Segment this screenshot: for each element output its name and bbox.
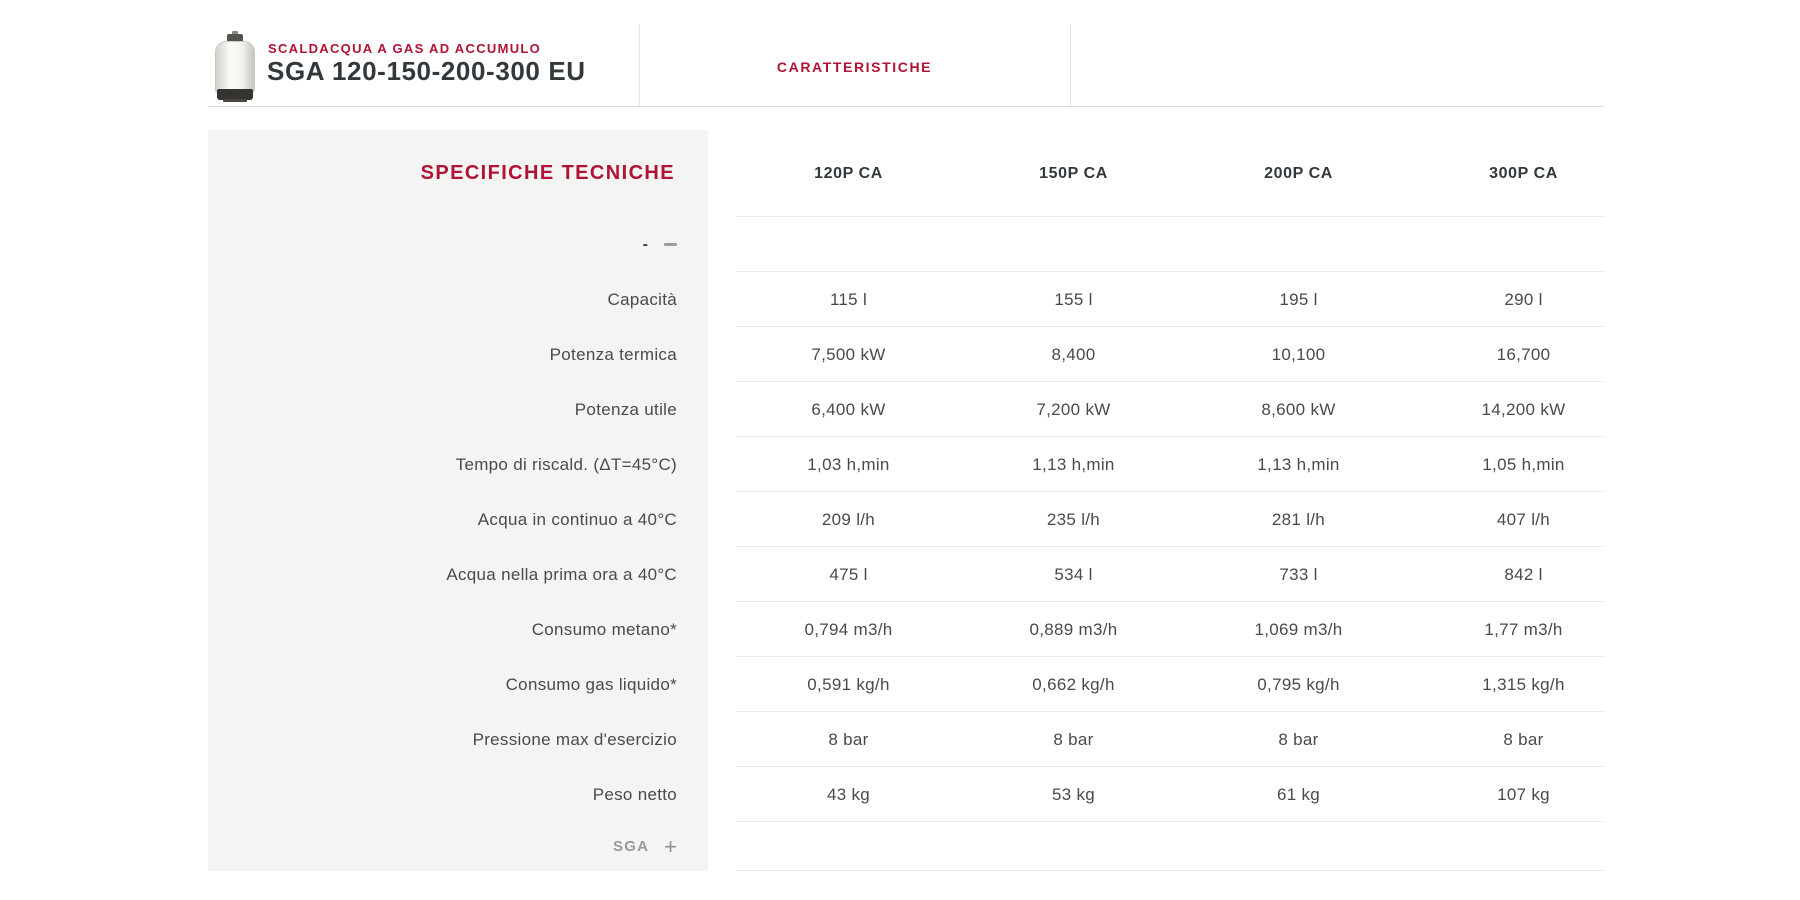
page-header: SCALDACQUA A GAS AD ACCUMULO SGA 120-150… (0, 0, 1800, 130)
table-row: Acqua nella prima ora a 40°C 475 l 534 l… (208, 547, 1604, 602)
hyphen-mark: - (642, 235, 648, 253)
table-header-row: SPECIFICHE TECNICHE 120P CA 150P CA 200P… (208, 130, 1604, 217)
cell-value: 733 l (1279, 564, 1318, 584)
cell-value: 407 l/h (1496, 509, 1551, 529)
product-thumbnail-image (215, 31, 255, 102)
heater-cap-icon (227, 34, 243, 43)
cell-value: 7,500 kW (811, 344, 886, 364)
table-row: Capacità 115 l 155 l 195 l 290 l (208, 272, 1604, 327)
column-header-300p: 300P CA (1489, 164, 1558, 182)
cell-value: 155 l (1054, 289, 1093, 309)
collapse-toggle-row: - (208, 217, 1604, 272)
column-header-150p: 150P CA (1039, 164, 1108, 182)
plus-icon: + (664, 833, 677, 859)
row-label: Consumo gas liquido* (505, 674, 677, 694)
cell-value: 195 l (1279, 289, 1318, 309)
cell-value: 107 kg (1497, 784, 1550, 804)
header-bottom-border (208, 106, 1604, 107)
cell-value: 0,795 kg/h (1257, 674, 1340, 694)
cell-value: 281 l/h (1271, 509, 1326, 529)
table-row: Consumo gas liquido* 0,591 kg/h 0,662 kg… (208, 657, 1604, 712)
row-label: Consumo metano* (531, 619, 677, 639)
flue-knob-icon (232, 31, 238, 35)
cell-value: 235 l/h (1046, 509, 1101, 529)
heater-base-icon (217, 89, 253, 100)
row-label: Potenza termica (549, 344, 677, 364)
header-divider-left (639, 24, 640, 107)
cell-value: 43 kg (826, 784, 871, 804)
cell-value: 1,05 h,min (1482, 454, 1565, 474)
cell-value: 209 l/h (821, 509, 876, 529)
table-row: Tempo di riscald. (ΔT=45°C) 1,03 h,min 1… (208, 437, 1604, 492)
row-label: Potenza utile (574, 399, 677, 419)
sga-section-expand[interactable]: SGA + (208, 822, 708, 871)
tab-caratteristiche[interactable]: CARATTERISTICHE (776, 59, 933, 75)
cell-value: 1,315 kg/h (1482, 674, 1565, 694)
cell-value: 8 bar (1278, 729, 1319, 749)
cell-value: 842 l (1504, 564, 1543, 584)
cell-value: 16,700 (1496, 344, 1551, 364)
cell-value: 1,13 h,min (1032, 454, 1115, 474)
heater-feet-icon (223, 99, 247, 102)
row-label: Peso netto (592, 784, 677, 804)
column-header-120p: 120P CA (814, 164, 883, 182)
header-divider-right (1070, 24, 1071, 107)
product-category-label: SCALDACQUA A GAS AD ACCUMULO (268, 41, 542, 56)
cell-value: 8,600 kW (1261, 399, 1336, 419)
cell-value: 534 l (1054, 564, 1093, 584)
table-row: Acqua in continuo a 40°C 209 l/h 235 l/h… (208, 492, 1604, 547)
cell-value: 1,77 m3/h (1484, 619, 1563, 639)
table-row: Pressione max d'esercizio 8 bar 8 bar 8 … (208, 712, 1604, 767)
specs-section-title: SPECIFICHE TECNICHE (420, 162, 675, 184)
cell-value: 290 l (1504, 289, 1543, 309)
row-label: Capacità (607, 289, 677, 309)
cell-value: 8 bar (828, 729, 869, 749)
cell-value: 61 kg (1276, 784, 1321, 804)
cell-value: 0,662 kg/h (1032, 674, 1115, 694)
cell-value: 0,889 m3/h (1029, 619, 1118, 639)
cell-value: 0,591 kg/h (807, 674, 890, 694)
minus-icon (664, 243, 677, 246)
cell-value: 53 kg (1051, 784, 1096, 804)
cell-value: 475 l (829, 564, 868, 584)
table-row: Potenza termica 7,500 kW 8,400 10,100 16… (208, 327, 1604, 382)
specs-table: SPECIFICHE TECNICHE 120P CA 150P CA 200P… (208, 130, 1604, 871)
cell-value: 115 l (829, 289, 868, 309)
cell-value: 8 bar (1503, 729, 1544, 749)
row-label: Tempo di riscald. (ΔT=45°C) (455, 454, 677, 474)
cell-value: 7,200 kW (1036, 399, 1111, 419)
cell-value: 6,400 kW (811, 399, 886, 419)
section-collapse-toggle[interactable]: - (208, 217, 708, 272)
sga-section-label: SGA (613, 838, 650, 855)
row-label: Pressione max d'esercizio (472, 729, 677, 749)
row-label: Acqua nella prima ora a 40°C (446, 564, 677, 584)
cell-value: 8 bar (1053, 729, 1094, 749)
cell-value: 10,100 (1271, 344, 1326, 364)
cell-value: 1,13 h,min (1257, 454, 1340, 474)
table-row: Consumo metano* 0,794 m3/h 0,889 m3/h 1,… (208, 602, 1604, 657)
column-header-200p: 200P CA (1264, 164, 1333, 182)
table-row: Potenza utile 6,400 kW 7,200 kW 8,600 kW… (208, 382, 1604, 437)
table-row: Peso netto 43 kg 53 kg 61 kg 107 kg (208, 767, 1604, 822)
cell-value: 0,794 m3/h (804, 619, 893, 639)
cell-value: 1,03 h,min (807, 454, 890, 474)
product-title: SGA 120-150-200-300 EU (267, 56, 586, 86)
cell-value: 14,200 kW (1481, 399, 1566, 419)
sga-expand-row: SGA + (208, 822, 1604, 871)
row-label: Acqua in continuo a 40°C (477, 509, 677, 529)
cell-value: 8,400 (1051, 344, 1096, 364)
cell-value: 1,069 m3/h (1254, 619, 1343, 639)
heater-tank-icon (215, 41, 255, 93)
